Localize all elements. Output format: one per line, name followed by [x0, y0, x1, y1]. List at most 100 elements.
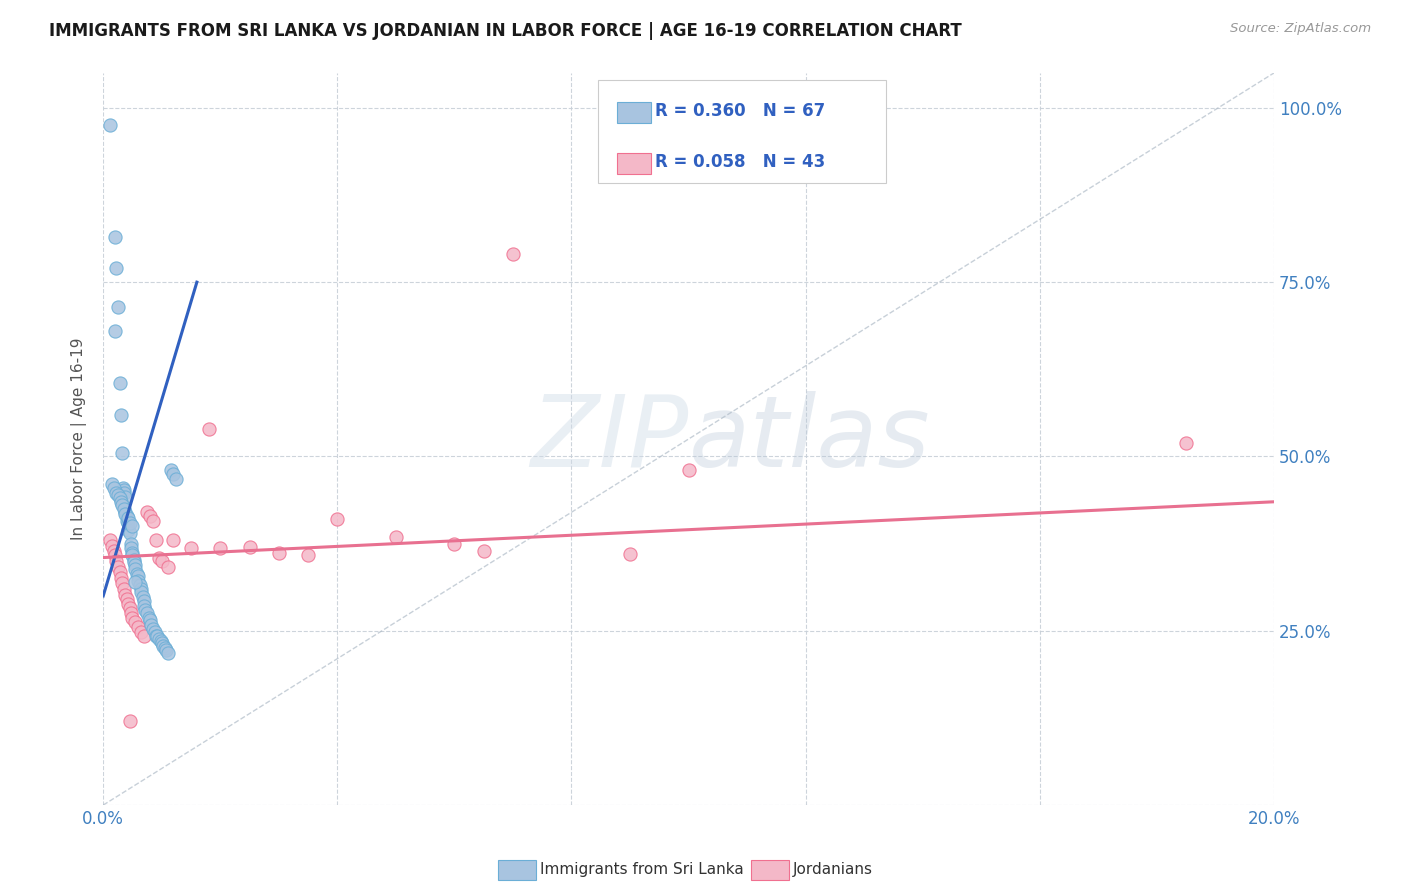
Point [145, 629, 167, 643]
Point [121, 549, 143, 563]
Point [112, 582, 135, 596]
Point [142, 514, 165, 528]
Point [105, 554, 128, 568]
Point [153, 641, 176, 656]
Point [111, 498, 134, 512]
Point [134, 603, 156, 617]
Text: R = 0.058   N = 43: R = 0.058 N = 43 [655, 153, 825, 171]
Point [678, 463, 700, 477]
Point [118, 526, 141, 541]
Point [128, 578, 150, 592]
Point [117, 511, 139, 525]
Point [114, 587, 136, 601]
Point [145, 533, 167, 548]
Text: IMMIGRANTS FROM SRI LANKA VS JORDANIAN IN LABOR FORCE | AGE 16-19 CORRELATION CH: IMMIGRANTS FROM SRI LANKA VS JORDANIAN I… [49, 22, 962, 40]
Point [165, 472, 187, 486]
Point [385, 530, 408, 544]
Point [107, 488, 129, 502]
Text: R = 0.360   N = 67: R = 0.360 N = 67 [655, 103, 825, 120]
Point [122, 556, 145, 570]
Point [149, 634, 172, 648]
Point [118, 714, 141, 729]
Point [134, 629, 156, 643]
Point [104, 230, 127, 244]
Point [110, 495, 132, 509]
Point [108, 491, 131, 506]
Point [111, 576, 134, 591]
Point [120, 607, 142, 621]
Point [148, 550, 170, 565]
Point [124, 574, 146, 589]
Point [180, 541, 202, 556]
Text: Immigrants from Sri Lanka: Immigrants from Sri Lanka [540, 863, 744, 877]
Point [159, 463, 181, 477]
Point [1175, 435, 1198, 450]
Point [129, 625, 152, 640]
Point [105, 261, 128, 276]
Point [110, 572, 132, 586]
Point [143, 625, 166, 640]
Point [472, 543, 495, 558]
Point [129, 585, 152, 599]
Point [124, 562, 146, 576]
Point [112, 485, 135, 500]
Point [502, 247, 524, 261]
Point [152, 639, 174, 653]
Point [139, 613, 162, 627]
Point [134, 594, 156, 608]
Point [155, 643, 177, 657]
Point [114, 490, 136, 504]
Point [117, 516, 139, 530]
Point [98, 118, 121, 132]
Point [132, 591, 155, 605]
Point [136, 505, 159, 519]
Point [156, 646, 179, 660]
Point [267, 546, 290, 560]
Point [114, 507, 136, 521]
Text: ZIP: ZIP [530, 391, 689, 488]
Point [134, 599, 156, 614]
Point [121, 519, 143, 533]
Point [115, 514, 138, 528]
Point [107, 559, 129, 574]
Point [121, 611, 143, 625]
Point [148, 632, 170, 647]
Point [129, 582, 152, 596]
Point [238, 540, 260, 554]
Point [110, 408, 132, 422]
Point [105, 485, 128, 500]
Point [443, 536, 465, 550]
Point [117, 523, 139, 537]
Point [127, 569, 149, 583]
Point [115, 592, 138, 607]
Point [104, 324, 127, 338]
Point [98, 533, 121, 548]
Point [122, 552, 145, 566]
Point [141, 618, 163, 632]
Point [114, 505, 136, 519]
Point [326, 512, 349, 526]
Text: Jordanians: Jordanians [793, 863, 873, 877]
Point [120, 536, 142, 550]
Point [127, 574, 149, 588]
Point [117, 597, 139, 611]
Point [107, 300, 129, 314]
Point [139, 508, 162, 523]
Point [209, 541, 232, 556]
Y-axis label: In Labor Force | Age 16-19: In Labor Force | Age 16-19 [72, 338, 87, 541]
Point [127, 566, 149, 581]
Point [197, 421, 219, 435]
Point [115, 508, 138, 523]
Point [108, 376, 131, 391]
Point [103, 481, 125, 495]
Text: atlas: atlas [689, 391, 931, 488]
Point [619, 547, 641, 561]
Point [124, 615, 146, 630]
Point [150, 554, 173, 568]
Point [101, 477, 124, 491]
Point [162, 533, 184, 548]
Point [111, 446, 134, 460]
Point [146, 629, 169, 643]
Point [112, 501, 135, 516]
Point [120, 541, 142, 556]
